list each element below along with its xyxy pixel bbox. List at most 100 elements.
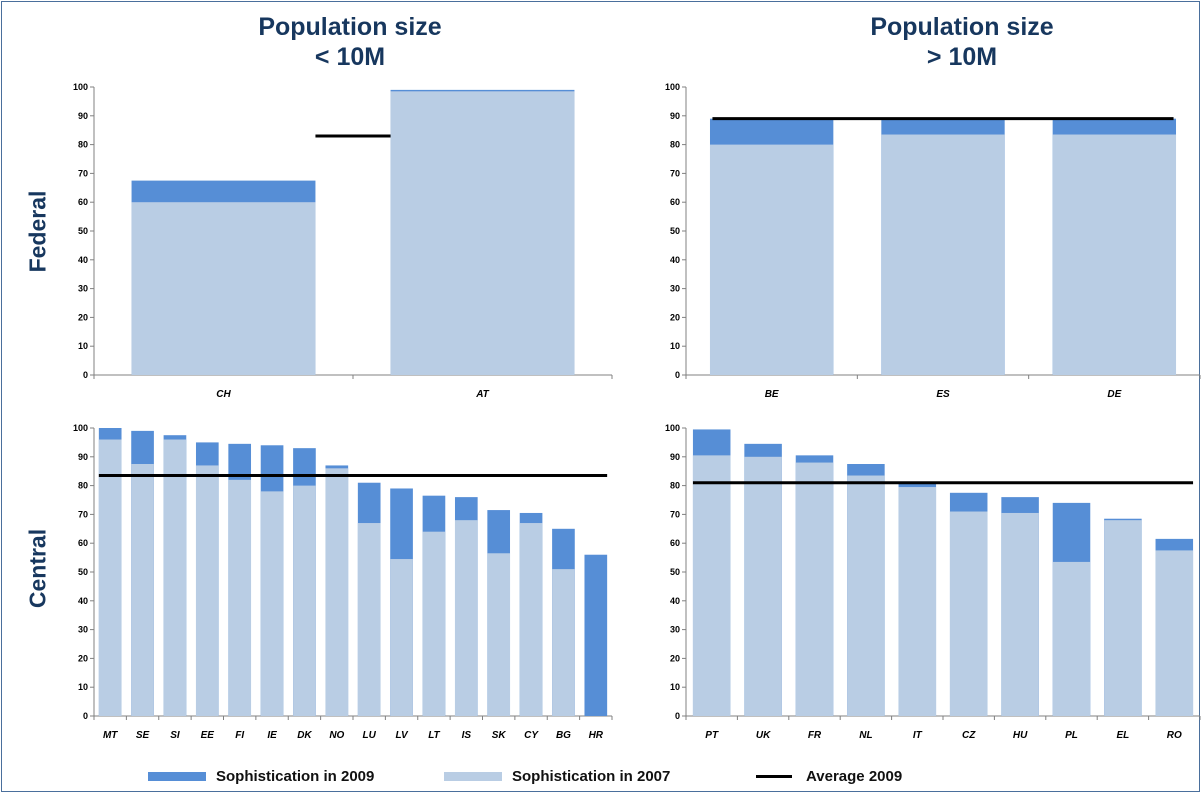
- central-small-category-label-IS: IS: [462, 730, 472, 741]
- central-small-category-label-FI: FI: [235, 730, 244, 741]
- legend-label-2007: Sophistication in 2007: [512, 768, 671, 785]
- central-small-category-label-SI: SI: [170, 730, 180, 741]
- central-small-category-label-BG: BG: [556, 730, 571, 741]
- central-small-bar-2007-LV: [390, 559, 413, 716]
- central-large-bar-2007-IT: [898, 487, 937, 716]
- central-small-category-label-LT: LT: [428, 730, 440, 741]
- federal-large-y-tick-label-80: 80: [670, 140, 680, 150]
- central-large-category-label-NL: NL: [859, 730, 872, 741]
- central-large-y-tick-label-90: 90: [670, 452, 680, 462]
- central-small-bar-2007-IE: [260, 491, 284, 716]
- federal-small-bar-2007-AT: [390, 91, 575, 375]
- central-small-bar-2007-SE: [131, 464, 154, 716]
- central-large-bar-2007-PL: [1052, 561, 1091, 716]
- federal-small-y-tick-label-100: 100: [73, 82, 88, 92]
- central-large-category-label-PT: PT: [705, 730, 719, 741]
- central-large-category-label-UK: UK: [756, 730, 771, 741]
- federal-large-y-tick-label-90: 90: [670, 111, 680, 121]
- column-title-small: Population size < 10M: [258, 13, 442, 71]
- federal-large-bar-2007-ES: [881, 134, 1005, 375]
- central-small-y-tick-label-30: 30: [78, 625, 88, 635]
- federal-small-y-tick-label-60: 60: [78, 197, 88, 207]
- federal-small-y-tick-label-10: 10: [78, 341, 88, 351]
- central-small-y-tick-label-40: 40: [78, 596, 88, 606]
- central-large-bar-2007-CZ: [949, 511, 988, 716]
- column-title-large: Population size > 10M: [870, 13, 1054, 71]
- central-large-bar-2007-EL: [1104, 520, 1142, 716]
- central-small-y-tick-label-100: 100: [73, 423, 88, 433]
- central-small-bar-2007-FI: [228, 479, 252, 716]
- central-small-category-label-SE: SE: [136, 730, 150, 741]
- central-large-y-tick-label-20: 20: [670, 653, 680, 663]
- legend: Sophistication in 2009 Sophistication in…: [0, 768, 1203, 792]
- central-small-category-label-CY: CY: [524, 730, 539, 741]
- central-large-y-tick-label-50: 50: [670, 567, 680, 577]
- central-small-y-tick-label-50: 50: [78, 567, 88, 577]
- central-large-category-label-IT: IT: [913, 730, 923, 741]
- central-large-bar-2007-RO: [1155, 550, 1194, 716]
- federal-large-y-tick-label-70: 70: [670, 168, 680, 178]
- central-small-category-label-DK: DK: [297, 730, 312, 741]
- legend-label-2009: Sophistication in 2009: [216, 768, 375, 785]
- central-large-y-tick-label-10: 10: [670, 682, 680, 692]
- central-large-bar-2007-NL: [847, 475, 885, 716]
- federal-large-y-tick-label-40: 40: [670, 255, 680, 265]
- central-small-y-tick-label-60: 60: [78, 538, 88, 548]
- central-large-bar-2007-PT: [692, 455, 731, 716]
- central-small-category-label-LU: LU: [363, 730, 377, 741]
- legend-label-average: Average 2009: [806, 768, 903, 785]
- central-small-y-tick-label-10: 10: [78, 682, 88, 692]
- federal-small-category-label-AT: AT: [475, 389, 489, 400]
- central-small-category-label-LV: LV: [395, 730, 409, 741]
- central-large-bar-2007-UK: [744, 456, 782, 716]
- federal-small-y-tick-label-40: 40: [78, 255, 88, 265]
- legend-swatch-2007: [444, 772, 502, 781]
- federal-small-y-tick-label-30: 30: [78, 284, 88, 294]
- central-small-bar-2007-DK: [293, 485, 316, 716]
- federal-large-bar-2007-BE: [709, 144, 834, 375]
- central-small-y-tick-label-70: 70: [78, 509, 88, 519]
- central-small-y-tick-label-90: 90: [78, 452, 88, 462]
- central-small-y-tick-label-80: 80: [78, 481, 88, 491]
- federal-small-bar-2007-CH: [131, 202, 316, 375]
- central-large-category-label-FR: FR: [808, 730, 822, 741]
- central-small-category-label-EE: EE: [201, 730, 215, 741]
- federal-large-y-tick-label-30: 30: [670, 284, 680, 294]
- central-small-category-label-HR: HR: [589, 730, 604, 741]
- central-large-category-label-CZ: CZ: [962, 730, 976, 741]
- central-large-category-label-RO: RO: [1167, 730, 1182, 741]
- federal-small-y-tick-label-0: 0: [83, 370, 88, 380]
- central-small-bar-2007-LT: [422, 531, 446, 716]
- federal-large-y-tick-label-10: 10: [670, 341, 680, 351]
- federal-large-y-tick-label-100: 100: [665, 82, 680, 92]
- federal-large-category-label-ES: ES: [936, 389, 950, 400]
- legend-line-average: [756, 775, 792, 778]
- central-small-bar-2007-BG: [552, 569, 575, 716]
- federal-large-y-tick-label-60: 60: [670, 197, 680, 207]
- federal-large-category-label-DE: DE: [1107, 389, 1121, 400]
- central-large-bar-2007-HU: [1001, 512, 1039, 716]
- legend-item-average: Average 2009: [756, 768, 902, 785]
- central-small-bar-2009-HR: [584, 554, 608, 716]
- central-large-category-label-HU: HU: [1013, 730, 1028, 741]
- central-small-bar-2007-CY: [519, 523, 543, 716]
- federal-large-y-tick-label-20: 20: [670, 312, 680, 322]
- legend-swatch-2009: [148, 772, 206, 781]
- central-small-bar-2007-EE: [195, 465, 219, 716]
- central-small-bar-2007-IS: [454, 520, 478, 716]
- central-small-bar-2007-SI: [163, 439, 187, 716]
- central-large-y-tick-label-60: 60: [670, 538, 680, 548]
- central-small-bar-2007-NO: [325, 468, 349, 716]
- central-small-bar-2007-LU: [357, 523, 381, 716]
- federal-small-y-tick-label-70: 70: [78, 168, 88, 178]
- central-small-y-tick-label-20: 20: [78, 653, 88, 663]
- central-small-category-label-MT: MT: [103, 730, 118, 741]
- central-large-category-label-PL: PL: [1065, 730, 1078, 741]
- legend-item-2007: Sophistication in 2007: [444, 768, 670, 785]
- federal-small-y-tick-label-50: 50: [78, 226, 88, 236]
- federal-small-y-tick-label-90: 90: [78, 111, 88, 121]
- central-large-bar-2007-FR: [795, 462, 834, 716]
- central-small-category-label-IE: IE: [267, 730, 277, 741]
